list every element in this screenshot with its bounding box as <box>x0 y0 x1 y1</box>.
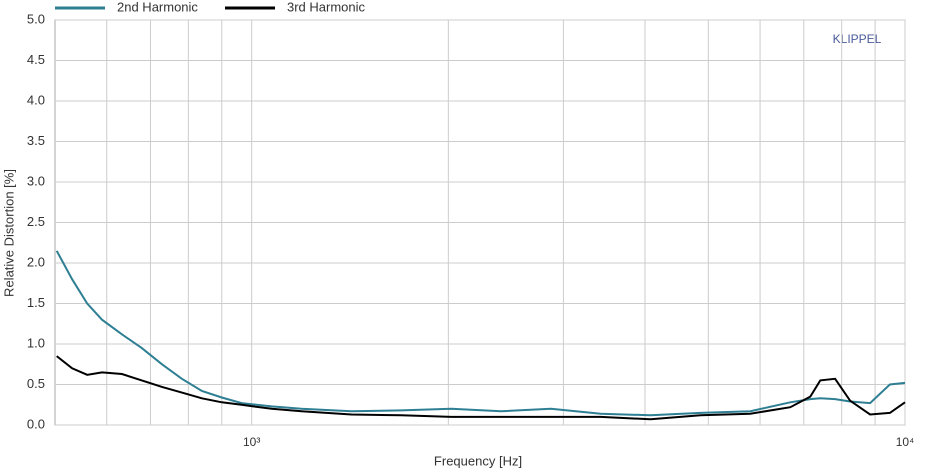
legend-label: 3rd Harmonic <box>287 0 366 14</box>
x-tick-label: 10⁴ <box>896 435 915 449</box>
x-tick-label: 10³ <box>243 435 260 449</box>
y-tick-label: 5.0 <box>27 11 45 26</box>
x-axis-label: Frequency [Hz] <box>434 453 522 468</box>
y-tick-label: 1.0 <box>27 335 45 350</box>
legend-label: 2nd Harmonic <box>117 0 198 14</box>
annotation: KLIPPEL <box>833 32 882 46</box>
y-tick-label: 1.5 <box>27 295 45 310</box>
y-tick-label: 3.0 <box>27 173 45 188</box>
y-axis-label: Relative Distortion [%] <box>1 169 16 297</box>
y-tick-label: 4.0 <box>27 92 45 107</box>
y-tick-label: 3.5 <box>27 133 45 148</box>
y-tick-label: 2.0 <box>27 254 45 269</box>
y-tick-label: 2.5 <box>27 214 45 229</box>
y-tick-label: 0.0 <box>27 416 45 431</box>
y-tick-label: 0.5 <box>27 376 45 391</box>
series-line <box>55 250 906 417</box>
series-line <box>56 355 906 421</box>
y-tick-label: 4.5 <box>27 52 45 67</box>
